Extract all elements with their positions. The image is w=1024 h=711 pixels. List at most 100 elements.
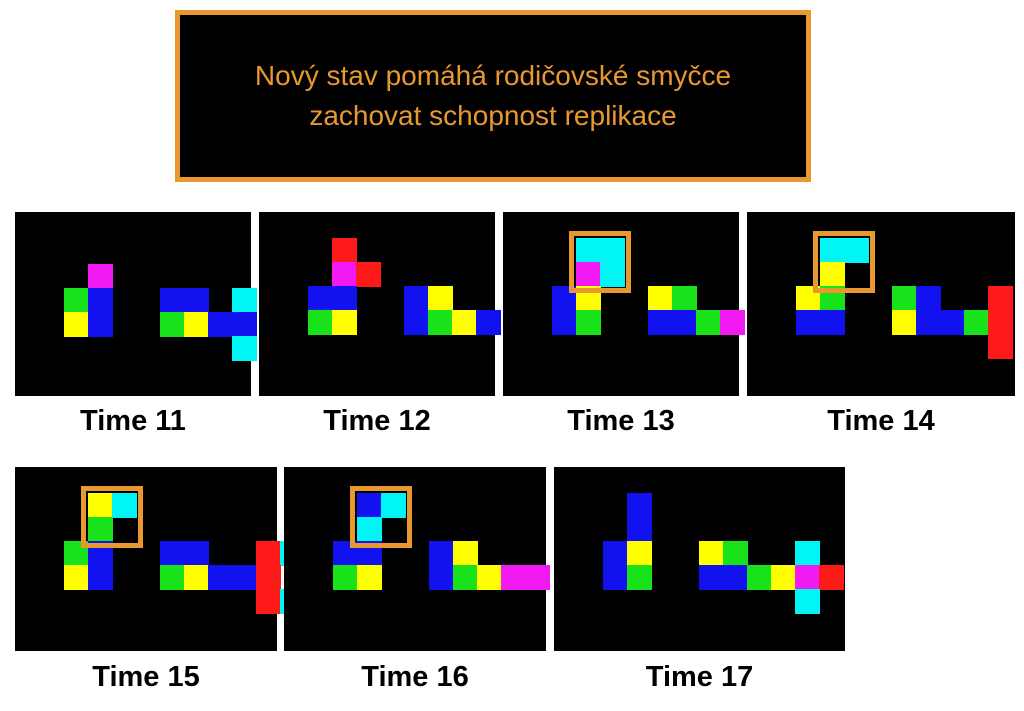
grid-cell [916, 286, 941, 311]
grid-cell [381, 493, 406, 518]
grid-cell [648, 310, 673, 335]
grid-cell [627, 493, 652, 518]
panel-time-16 [284, 467, 598, 651]
grid-cell [88, 264, 113, 289]
caption-time-15: Time 15 [92, 661, 200, 693]
grid-cell [404, 310, 429, 335]
grid-cell [723, 541, 748, 566]
grid-cell [576, 238, 601, 263]
grid-cell [232, 288, 257, 313]
grid-cell [988, 334, 1013, 359]
grid-cell [357, 517, 382, 542]
grid-cell [964, 310, 989, 335]
grid-cell [795, 589, 820, 614]
grid-cell [208, 565, 233, 590]
grid-cell [603, 565, 628, 590]
grid-cell [88, 493, 113, 518]
grid-cell [332, 262, 357, 287]
grid-cell [453, 565, 478, 590]
caption-time-11: Time 11 [80, 405, 186, 437]
grid-cell [332, 310, 357, 335]
grid-cell [308, 310, 333, 335]
grid-cell [64, 312, 89, 337]
panel-time-14 [747, 212, 1015, 396]
grid-cell [627, 517, 652, 542]
grid-cell [576, 310, 601, 335]
grid-cell [64, 288, 89, 313]
grid-cell [256, 565, 281, 590]
grid-cell [892, 310, 917, 335]
grid-cell [603, 541, 628, 566]
grid-cell [160, 541, 185, 566]
grid-cell [184, 312, 209, 337]
panel-time-13 [503, 212, 745, 396]
grid-cell [452, 310, 477, 335]
panel-time-15 [15, 467, 305, 651]
panel-time-17 [554, 467, 845, 651]
caption-time-17: Time 17 [645, 661, 754, 693]
grid-cell [600, 262, 625, 287]
grid-cell [232, 336, 257, 361]
grid-cell [747, 565, 772, 590]
grid-cell [820, 262, 845, 287]
grid-cell [699, 565, 724, 590]
grid-cell [88, 312, 113, 337]
grid-cell [720, 310, 745, 335]
grid-cell [672, 310, 697, 335]
grid-cell [627, 541, 652, 566]
grid-cell [232, 312, 257, 337]
grid-cell [892, 286, 917, 311]
grid-cell [232, 565, 257, 590]
highlight-box [350, 486, 412, 548]
grid-cell [648, 286, 673, 311]
grid-cell [820, 238, 845, 263]
grid-cell [429, 565, 454, 590]
grid-cell [916, 310, 941, 335]
grid-cell [160, 565, 185, 590]
grid-cell [600, 238, 625, 263]
grid-cell [64, 565, 89, 590]
grid-cell [820, 310, 845, 335]
grid-cell [795, 565, 820, 590]
panel-time-12 [259, 212, 501, 396]
grid-cell [428, 286, 453, 311]
panel-time-11 [15, 212, 257, 396]
grid-cell [429, 541, 454, 566]
grid-cell [332, 238, 357, 263]
grid-cell [627, 565, 652, 590]
callout-line-1: Nový stav pomáhá rodičovské smyčce [254, 60, 732, 91]
grid-cell [771, 565, 796, 590]
grid-cell [819, 565, 844, 590]
grid-cell [552, 310, 577, 335]
grid-cell [88, 288, 113, 313]
grid-cell [795, 541, 820, 566]
caption-time-14: Time 14 [827, 405, 935, 437]
grid-cell [112, 493, 137, 518]
caption-time-12: Time 12 [323, 405, 431, 437]
grid-cell [723, 565, 748, 590]
grid-cell [160, 312, 185, 337]
grid-cell [88, 565, 113, 590]
grid-cell [844, 238, 869, 263]
grid-cell [525, 565, 550, 590]
grid-cell [428, 310, 453, 335]
caption-time-13: Time 13 [567, 405, 675, 437]
grid-cell [404, 286, 429, 311]
highlight-box [813, 231, 875, 293]
grid-cell [88, 517, 113, 542]
grid-cell [256, 589, 281, 614]
grid-cell [477, 565, 502, 590]
grid-cell [332, 286, 357, 311]
grid-cell [672, 286, 697, 311]
grid-cell [333, 565, 358, 590]
grid-cell [699, 541, 724, 566]
grid-cell [256, 541, 281, 566]
grid-cell [208, 312, 233, 337]
highlight-box [569, 231, 631, 293]
grid-cell [988, 310, 1013, 335]
grid-cell [476, 310, 501, 335]
grid-cell [796, 310, 821, 335]
highlight-box [81, 486, 143, 548]
grid-cell [160, 288, 185, 313]
grid-cell [453, 541, 478, 566]
